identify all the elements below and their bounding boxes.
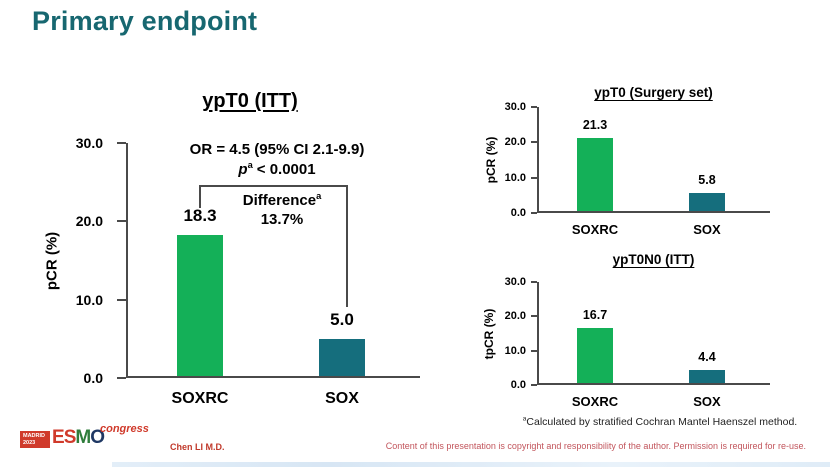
footnote: aCalculated by stratified Cochran Mantel… — [522, 415, 798, 428]
y-axis-label: pCR (%) — [43, 231, 61, 290]
bar-value-label: 4.4 — [698, 350, 716, 364]
esmo-wordmark: ESMO — [52, 427, 105, 448]
y-axis-line — [537, 282, 539, 385]
y-tick-mark — [117, 298, 126, 301]
difference-value: 13.7% — [260, 211, 304, 228]
y-tick-mark — [117, 142, 126, 144]
difference-label: Differencea — [242, 191, 322, 209]
y-tick-mark — [117, 220, 126, 223]
surgery-set-chart: 0.0 10.0 20.0 30.0 pCR (%) 21.3 SOXRC 5.8 SOX — [484, 101, 770, 237]
y-axis-label: pCR (%) — [484, 136, 498, 184]
y-tick-label: 20.0 — [75, 213, 103, 230]
bar-value-label: 18.3 — [183, 206, 217, 225]
y-tick-mark — [531, 212, 537, 214]
y-tick-label: 10.0 — [504, 171, 526, 184]
category-label: SOXRC — [571, 394, 619, 409]
category-label: SOX — [693, 394, 721, 409]
bar-value-label: 21.3 — [582, 118, 608, 132]
main-chart-title: ypT0 (ITT) — [202, 90, 298, 112]
bar-soxrc — [177, 235, 223, 378]
y-tick-mark — [531, 176, 537, 179]
bar-soxrc — [577, 138, 613, 213]
surgery-set-chart-title: ypT0 (Surgery set) — [594, 85, 713, 100]
y-tick-label: 0.0 — [510, 379, 526, 391]
bar-value-label: 5.0 — [330, 310, 354, 329]
y-tick-label: 0.0 — [83, 370, 103, 386]
y-tick-mark — [531, 349, 537, 352]
y-tick-label: 10.0 — [504, 344, 526, 357]
y-axis-line — [126, 143, 128, 378]
category-label: SOXRC — [171, 390, 229, 407]
difference-superscript: a — [316, 191, 322, 201]
bar-value-label: 5.8 — [698, 173, 716, 187]
x-axis-line — [126, 376, 420, 378]
page-title: Primary endpoint — [32, 6, 258, 36]
bar-sox — [689, 193, 725, 213]
category-label: SOXRC — [571, 222, 619, 237]
logo-venue: MADRID — [23, 433, 45, 440]
category-label: SOX — [325, 390, 359, 407]
odds-ratio-annotation: OR = 4.5 (95% CI 2.1-9.9) — [189, 141, 365, 158]
y-tick-mark — [531, 106, 537, 108]
comparison-bracket-top — [199, 185, 348, 187]
y-tick-label: 20.0 — [504, 136, 526, 149]
bar-value-label: 16.7 — [582, 308, 608, 322]
y-axis-label: tpCR (%) — [482, 308, 496, 359]
presenter-name: Chen LI M.D. — [170, 442, 225, 452]
p-value: < 0.0001 — [256, 161, 316, 178]
bottom-decorative-strip — [112, 462, 830, 467]
comparison-bracket-right — [346, 185, 348, 307]
footnote-superscript: a — [522, 415, 527, 423]
bar-sox — [319, 339, 365, 378]
y-tick-label: 20.0 — [504, 310, 526, 323]
p-superscript: a — [247, 160, 253, 170]
y-tick-mark — [117, 377, 126, 379]
y-tick-label: 0.0 — [510, 207, 526, 219]
category-label: SOX — [693, 222, 721, 237]
logo-year: 2023 — [23, 439, 36, 446]
bar-soxrc — [577, 328, 613, 385]
y-tick-label: 30.0 — [504, 101, 526, 113]
y-axis-line — [537, 107, 539, 213]
ypt0n0-chart: 0.0 10.0 20.0 30.0 tpCR (%) 16.7 SOXRC 4.4 SOX — [482, 276, 770, 409]
y-tick-mark — [531, 315, 537, 318]
y-tick-label: 30.0 — [504, 276, 526, 288]
y-tick-mark — [531, 141, 537, 144]
bar-sox — [689, 370, 725, 385]
y-tick-label: 10.0 — [75, 291, 103, 308]
y-tick-mark — [531, 384, 537, 386]
main-chart: 0.0 10.0 20.0 30.0 pCR (%) 18.3 SOXRC 5.0 SOX — [44, 135, 420, 407]
ypt0n0-chart-title: ypT0N0 (ITT) — [612, 252, 695, 267]
x-axis-line — [537, 211, 770, 213]
x-axis-line — [537, 383, 770, 385]
congress-label: congress — [100, 423, 149, 435]
y-tick-label: 30.0 — [75, 135, 103, 151]
y-tick-mark — [531, 281, 537, 283]
p-symbol: p — [238, 161, 248, 178]
p-value-annotation: pa < 0.0001 — [166, 160, 388, 178]
madrid-2023-badge: MADRID 2023 — [20, 431, 50, 448]
copyright-notice: Content of this presentation is copyrigh… — [385, 441, 806, 451]
comparison-bracket-left — [199, 185, 201, 208]
